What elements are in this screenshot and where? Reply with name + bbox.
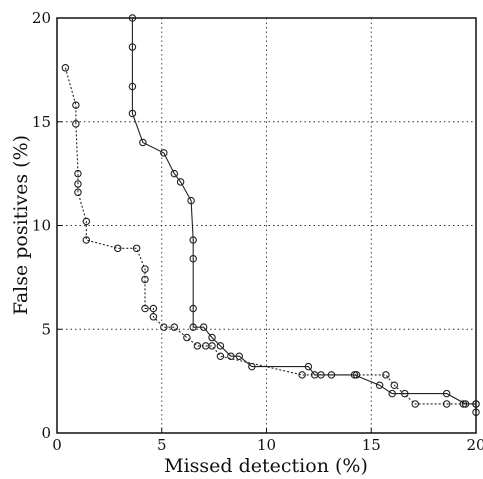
data-point [187,196,195,205]
data-point [141,265,149,273]
x-tick-label: 20 [466,436,483,454]
data-point [160,149,168,157]
series-line [131,18,477,413]
data-point [82,236,91,244]
data-point [298,371,306,379]
series-2 [61,64,480,408]
data-point [459,400,468,408]
data-point [442,389,451,398]
data-point [183,333,191,342]
data-point [216,352,225,360]
data-point [141,304,149,313]
data-point [189,304,197,313]
data-point [235,352,244,360]
data-point [248,362,256,371]
data-point [216,342,225,350]
series-1 [128,14,480,416]
data-point [382,371,390,379]
data-point [208,333,216,342]
data-point [139,138,147,147]
data-point [390,381,399,390]
data-point [227,352,235,360]
data-point [189,236,197,244]
data-point [128,82,137,91]
y-tick-label: 20 [32,9,51,27]
data-point [461,400,470,408]
data-point [401,389,409,398]
data-point [375,381,384,390]
data-point [149,304,158,313]
data-point [352,371,361,379]
data-point [128,109,137,118]
x-tick-label: 0 [52,436,62,454]
data-point [82,217,91,226]
data-point [170,169,179,178]
data-point [189,254,197,263]
x-tick-label: 10 [257,436,276,454]
tick-labels: 0 5 10 15 20 0 5 10 15 20 [32,9,483,454]
data-point [74,180,82,188]
data-point [74,169,82,178]
data-point [388,389,396,398]
data-point [176,178,185,186]
y-axis-title: False positives (%) [10,135,32,315]
data-point [149,313,158,321]
data-point [170,323,179,331]
y-tick-label: 0 [41,424,51,442]
grid-lines [57,18,476,433]
data-point [304,362,313,371]
data-point [208,342,216,350]
y-tick-label: 10 [32,217,51,235]
data-point [114,244,122,253]
data-point [327,371,336,379]
x-tick-label: 5 [157,436,167,454]
data-point [128,43,137,51]
data-point [317,371,325,379]
data-point [132,244,141,253]
data-point [193,342,202,350]
data-point [199,323,208,331]
data-point [141,275,149,284]
data-point [442,400,451,408]
y-tick-label: 15 [32,113,51,131]
x-axis-title: Missed detection (%) [164,455,368,477]
y-tick-label: 5 [41,320,51,338]
plot-series [61,14,480,416]
data-point [72,101,80,109]
data-point [74,188,82,197]
series-line [64,67,476,405]
data-point [189,323,197,331]
data-point [61,64,70,72]
data-point [160,323,168,331]
data-point [72,120,80,128]
x-tick-label: 15 [362,436,381,454]
data-point [411,400,419,408]
